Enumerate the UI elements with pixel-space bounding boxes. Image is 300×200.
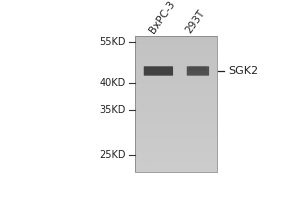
Bar — [135, 104, 217, 106]
Bar — [135, 102, 217, 104]
Bar — [135, 39, 217, 41]
Text: 40KD: 40KD — [100, 78, 126, 88]
Bar — [135, 111, 217, 113]
Circle shape — [204, 122, 205, 123]
Bar — [135, 48, 217, 50]
Bar — [135, 127, 217, 129]
Bar — [135, 86, 217, 88]
Bar — [135, 163, 217, 165]
Circle shape — [142, 55, 143, 56]
Circle shape — [158, 155, 159, 156]
Bar — [135, 113, 217, 115]
Circle shape — [195, 148, 196, 149]
Bar — [135, 165, 217, 167]
Bar — [135, 145, 217, 147]
Bar — [135, 75, 217, 77]
Bar — [135, 131, 217, 133]
Bar — [135, 59, 217, 61]
Bar — [135, 50, 217, 52]
Circle shape — [143, 105, 144, 106]
Text: 293T: 293T — [184, 8, 207, 35]
Bar — [135, 100, 217, 102]
Bar — [135, 133, 217, 136]
Bar — [135, 136, 217, 138]
Bar — [135, 120, 217, 122]
Bar — [135, 170, 217, 172]
Text: SGK2: SGK2 — [228, 66, 258, 76]
Bar — [135, 124, 217, 127]
Circle shape — [165, 107, 166, 108]
Bar — [135, 79, 217, 81]
Circle shape — [154, 157, 155, 158]
Bar — [135, 81, 217, 84]
Circle shape — [153, 160, 154, 161]
Bar — [135, 122, 217, 124]
Bar — [135, 57, 217, 59]
Text: BxPC-3: BxPC-3 — [148, 0, 177, 35]
Bar — [135, 95, 217, 97]
Bar — [135, 45, 217, 48]
Bar — [135, 118, 217, 120]
Bar — [135, 66, 217, 68]
Bar — [135, 142, 217, 145]
Bar — [135, 147, 217, 149]
Circle shape — [173, 155, 174, 156]
Text: 35KD: 35KD — [100, 105, 126, 115]
Text: 55KD: 55KD — [99, 37, 126, 47]
Bar — [135, 152, 217, 154]
Bar — [135, 158, 217, 161]
Bar — [135, 97, 217, 100]
Bar — [135, 84, 217, 86]
Circle shape — [200, 143, 201, 144]
Bar — [135, 77, 217, 79]
Bar — [135, 70, 217, 72]
Bar — [135, 140, 217, 142]
Bar — [135, 161, 217, 163]
Bar — [135, 109, 217, 111]
Text: 25KD: 25KD — [99, 150, 126, 160]
Bar — [135, 129, 217, 131]
Bar — [135, 88, 217, 91]
Bar — [135, 52, 217, 54]
Bar — [135, 36, 217, 39]
FancyBboxPatch shape — [189, 66, 207, 71]
Bar — [135, 149, 217, 152]
Bar — [135, 91, 217, 93]
Circle shape — [157, 58, 158, 59]
Bar — [135, 68, 217, 70]
Circle shape — [160, 57, 161, 58]
Bar — [135, 167, 217, 170]
Bar — [135, 156, 217, 158]
Bar — [135, 36, 217, 172]
Bar — [135, 43, 217, 45]
Bar — [135, 63, 217, 66]
FancyBboxPatch shape — [144, 66, 173, 76]
Circle shape — [143, 168, 144, 169]
Bar — [135, 115, 217, 118]
Bar — [135, 54, 217, 57]
Bar — [135, 106, 217, 109]
Circle shape — [139, 106, 140, 107]
FancyBboxPatch shape — [187, 66, 209, 76]
Bar — [135, 138, 217, 140]
Circle shape — [180, 93, 181, 94]
Circle shape — [180, 120, 181, 121]
Bar — [135, 72, 217, 75]
Bar — [135, 61, 217, 63]
Bar — [135, 93, 217, 95]
Bar — [135, 41, 217, 43]
Bar — [135, 154, 217, 156]
